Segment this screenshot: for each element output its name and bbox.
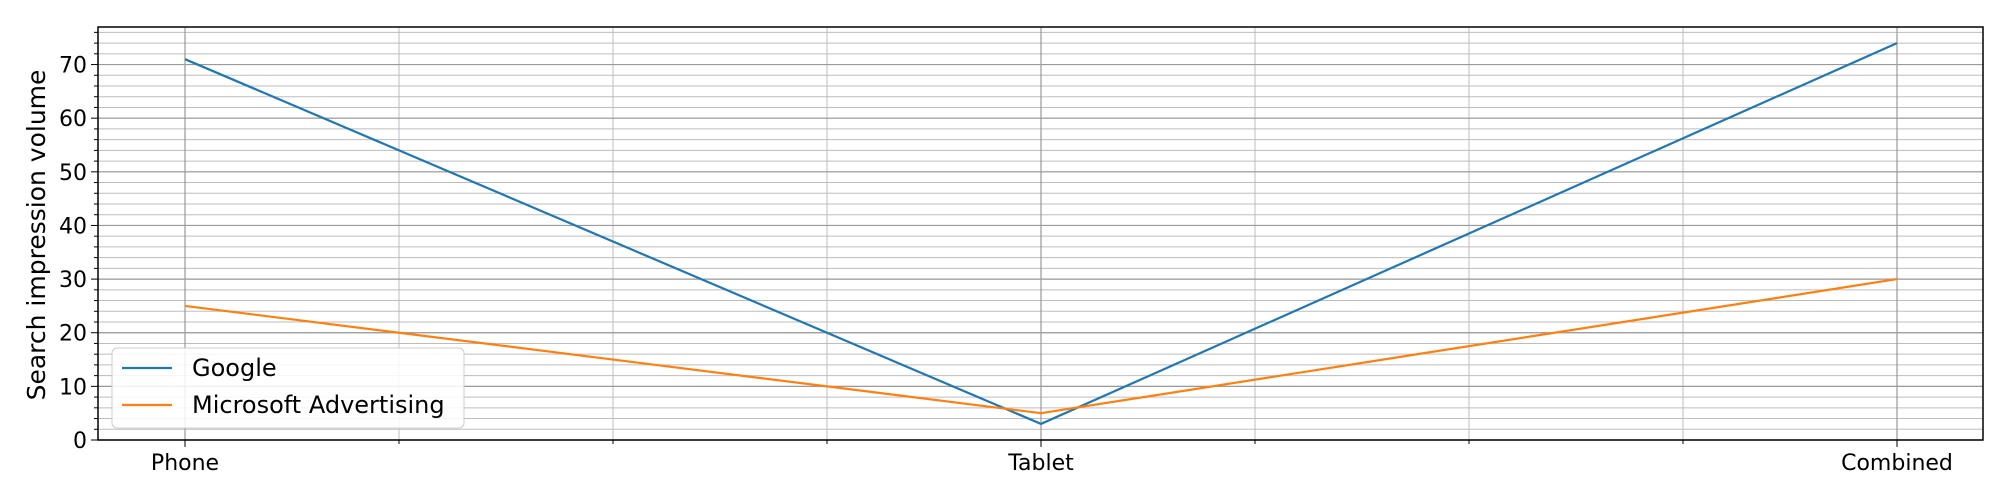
legend: Google Microsoft Advertising bbox=[111, 347, 465, 429]
y-tick-label: 70 bbox=[59, 54, 87, 79]
y-tick-label: 20 bbox=[59, 322, 87, 347]
series-line bbox=[184, 278, 1898, 415]
y-axis-label: Search impression volume bbox=[22, 70, 51, 401]
y-tick-label: 60 bbox=[59, 107, 87, 132]
x-tick-label: Phone bbox=[151, 451, 219, 476]
y-tick-label: 0 bbox=[73, 429, 87, 454]
x-tick-label: Tablet bbox=[1007, 451, 1074, 476]
legend-label: Google bbox=[192, 354, 277, 382]
y-tick-label: 50 bbox=[59, 161, 87, 186]
y-tick-label: 40 bbox=[59, 214, 87, 239]
legend-box bbox=[111, 347, 465, 429]
series-line bbox=[184, 42, 1898, 426]
x-tick-label: Combined bbox=[1841, 451, 1953, 476]
y-tick-label: 30 bbox=[59, 268, 87, 293]
series-lines bbox=[184, 42, 1898, 426]
tick-labels: 0 10 20 30 40 50 60 70 Phone Tablet Combined bbox=[59, 54, 1953, 476]
legend-label: Microsoft Advertising bbox=[192, 391, 445, 419]
axes bbox=[91, 26, 1984, 447]
y-tick-label: 10 bbox=[59, 375, 87, 400]
